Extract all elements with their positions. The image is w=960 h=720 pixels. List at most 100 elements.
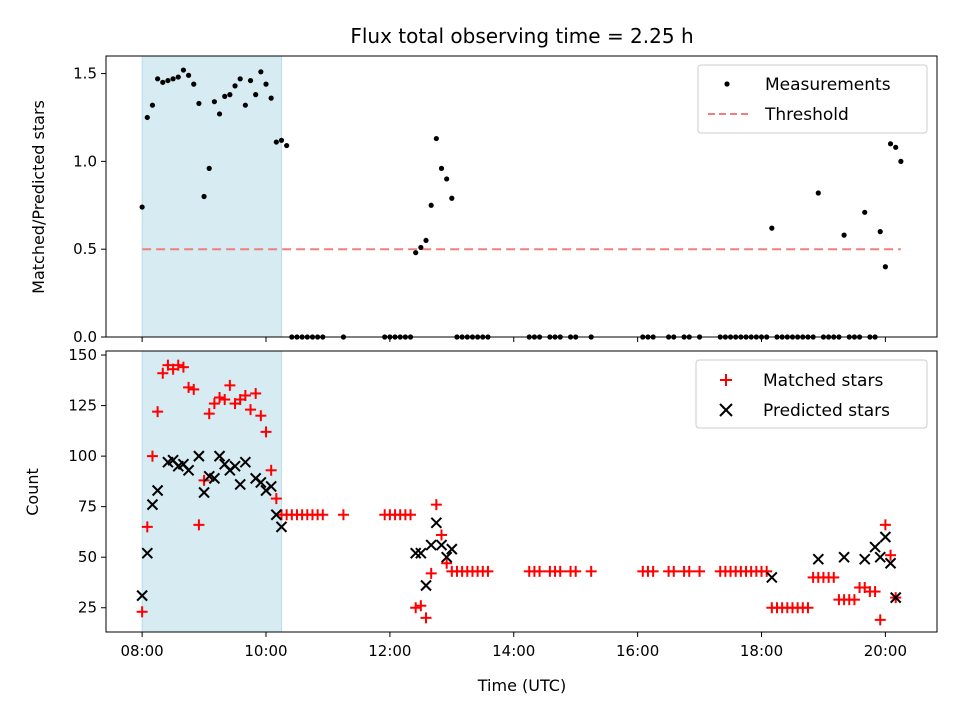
measurements-legend-label: Measurements [765,75,891,95]
measurement-point-12 [201,193,207,200]
measurement-point-14 [211,99,217,105]
bottom-legend-box [695,359,928,429]
matched-stars-point-57 [482,565,494,577]
measurement-point-26 [273,139,279,145]
matched-stars-point-20 [239,389,251,401]
y-tick-label-25: 25 [78,599,97,617]
predicted-stars-point-13 [213,450,226,462]
x-tick-label-12-00: 12:00 [368,642,411,660]
measurement-point-103 [862,209,868,215]
predicted-stars-legend-marker [719,403,733,417]
measurement-point-0 [139,204,145,210]
matched-stars-point-14 [208,398,220,410]
bottom-y-axis-label: Count [23,468,42,516]
matched-stars-point-35 [317,509,329,521]
matched-stars-point-47 [430,499,442,511]
measurement-point-44 [418,244,424,251]
predicted-stars-point-18 [239,456,252,468]
matched-stars-point-48 [435,529,447,541]
observing-window-shading-top [141,55,282,338]
measurement-point-24 [263,81,269,87]
measurements-legend-marker [724,81,730,87]
predicted-stars-point-29 [430,517,443,529]
x-tick-label-18-00: 18:00 [740,642,783,660]
measurement-point-5 [165,77,171,84]
predicted-stars-point-36 [859,553,871,565]
predicted-stars-point-32 [446,543,458,555]
predicted-stars-point-27 [420,579,432,592]
matched-stars-point-49 [441,557,453,569]
top-y-axis-ticks: 0.0 0.5 1.0 1.5 [73,65,106,346]
matched-stars-point-24 [260,426,272,438]
matched-stars-point-73 [683,565,695,577]
predicted-stars-point-37 [869,541,881,553]
matched-stars-point-45 [420,612,432,624]
matched-stars-point-26 [270,493,282,505]
matched-stars-legend-label: Matched stars [763,371,883,391]
matched-stars-point-15 [214,391,226,403]
measurement-point-11 [196,100,202,107]
bottom-x-axis-label: Time (UTC) [477,676,566,695]
matched-stars-point-3 [152,406,164,418]
measurement-point-28 [284,142,290,149]
predicted-stars-point-28 [425,539,437,551]
matched-stars-point-60 [534,565,546,577]
predicted-stars-point-26 [415,547,427,559]
matched-stars-point-107 [879,519,891,531]
measurement-point-109 [893,144,899,150]
x-tick-label-10-00: 10:00 [244,642,287,660]
measurement-point-25 [268,95,274,101]
y-tick-label-0-0: 0.0 [73,328,97,346]
matched-stars-point-42 [405,509,417,521]
matched-stars-point-69 [647,565,659,577]
matched-stars-point-4 [157,367,169,379]
x-tick-label-08-00: 08:00 [121,642,164,660]
measurement-point-19 [237,76,243,82]
top-x-axis-ticks [141,337,886,342]
matched-stars-point-13 [203,408,215,420]
matched-stars-point-105 [869,586,881,598]
matched-stars-point-10 [188,383,200,395]
matched-stars-point-0 [136,606,148,618]
matched-stars-point-46 [425,567,437,579]
matched-stars-legend-marker [720,374,732,386]
predicted-stars-point-20 [255,476,267,489]
matched-stars-point-63 [554,565,566,577]
matched-stars-point-25 [265,464,277,476]
bottom-y-axis-ticks: 25 50 75 100 125 150 [68,346,106,617]
y-tick-label-150: 150 [68,346,97,364]
bottom-x-axis-ticks: 08:00 10:00 12:00 14:00 16:00 18:00 20:00 [121,632,907,660]
predicted-stars-point-3 [151,484,164,497]
predicted-stars-point-25 [409,547,422,559]
measurement-point-48 [438,165,445,171]
top-plot-frame [105,55,938,338]
measurement-point-107 [882,264,888,270]
shaded-interval [141,350,282,633]
predicted-stars-point-30 [435,539,448,551]
y-tick-label-1-0: 1.0 [73,152,97,170]
predicted-stars-point-23 [270,509,283,521]
predicted-stars-point-10 [198,486,210,499]
measurement-point-20 [242,102,248,108]
measurement-point-108 [887,141,894,147]
threshold-legend-label: Threshold [764,105,849,125]
matched-stars-point-8 [177,361,189,373]
measurement-point-27 [278,137,285,143]
predicted-stars-point-38 [874,551,886,563]
predicted-stars-legend-label: Predicted stars [763,401,890,421]
predicted-stars-point-17 [234,478,246,491]
matched-stars-point-7 [172,359,184,371]
measurement-point-85 [769,225,775,231]
predicted-stars-point-40 [884,557,897,569]
measurement-point-3 [155,76,161,82]
chart-title: Flux total observing time = 2.25 h [350,24,693,48]
matched-stars-point-22 [250,387,262,399]
y-tick-label-75: 75 [78,498,97,516]
matched-stars-point-44 [415,600,427,612]
measurement-point-10 [191,81,197,87]
measurement-point-9 [185,72,192,78]
matched-stars-point-71 [668,565,680,577]
matched-stars-point-106 [874,614,886,626]
y-tick-label-0-5: 0.5 [73,240,97,258]
